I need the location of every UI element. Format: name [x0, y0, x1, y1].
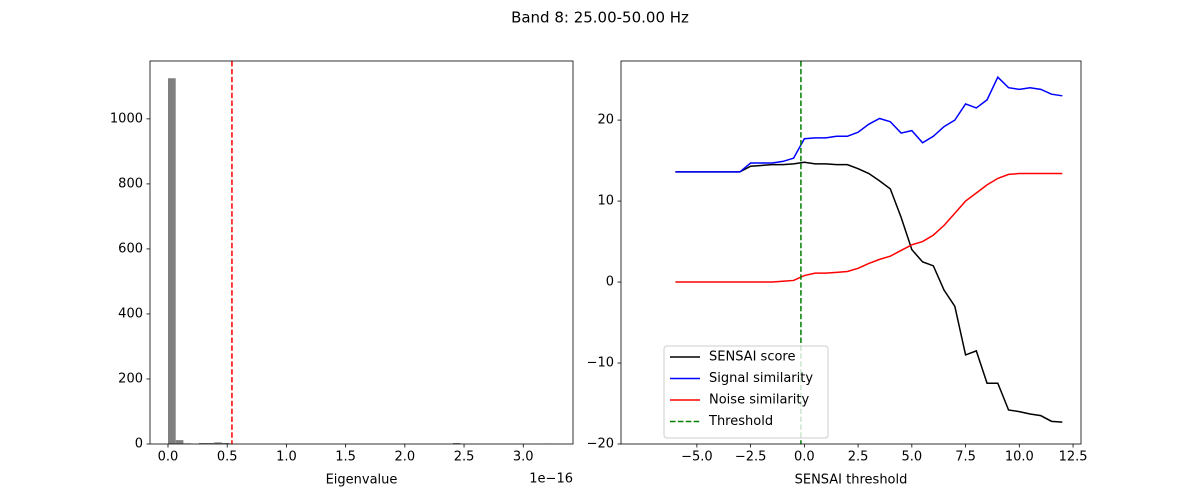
y-tick-label: 1000: [110, 111, 143, 126]
bar: [214, 442, 222, 444]
bar: [168, 78, 176, 444]
y-tick-label: 800: [118, 176, 143, 191]
bar: [198, 443, 207, 444]
x-tick-label: −5.0: [681, 450, 713, 465]
axes-frame: [149, 60, 574, 445]
x-tick-label: 0.0: [158, 450, 179, 465]
bar: [221, 443, 230, 444]
y-tick-label: 0: [606, 275, 614, 290]
legend-box: [663, 345, 829, 439]
x-offset-label: 1e−16: [529, 472, 573, 487]
x-tick-label: 12.5: [1059, 450, 1088, 465]
legend: SENSAI score Signal similarity Noise simil…: [663, 345, 829, 439]
plot-area: [675, 61, 1063, 444]
x-tick-label: 0.5: [217, 450, 238, 465]
y-tick-label: 0: [135, 437, 143, 452]
y-tick-label: −20: [587, 437, 614, 452]
x-tick-label: 0.0: [794, 450, 815, 465]
x-tick-label: 2.0: [394, 450, 415, 465]
series-line: [675, 75, 1063, 173]
x-tick-label: −2.5: [735, 450, 767, 465]
legend-label: Threshold: [708, 414, 773, 429]
x-tick-label: 5.0: [901, 450, 922, 465]
x-tick-label: 2.5: [848, 450, 869, 465]
legend-label: SENSAI score: [709, 350, 795, 365]
y-tick-label: 600: [118, 241, 143, 256]
axes-frame: [620, 60, 1082, 445]
y-tick-label: 200: [118, 371, 143, 386]
legend-label: Signal similarity: [709, 371, 813, 386]
y-tick-label: 400: [118, 306, 143, 321]
x-tick-label: 7.5: [955, 450, 976, 465]
x-tick-label: 2.5: [454, 450, 475, 465]
x-tick-label: 1.5: [335, 450, 356, 465]
x-tick-label: 10.0: [1005, 450, 1034, 465]
x-tick-label: 3.0: [513, 450, 534, 465]
bar: [452, 443, 461, 444]
x-axis-label: Eigenvalue: [326, 473, 398, 488]
y-tick-label: 20: [597, 113, 614, 128]
bar: [175, 440, 184, 444]
x-axis-label: SENSAI threshold: [795, 473, 908, 488]
plot-area: [168, 61, 553, 444]
legend-label: Noise similarity: [709, 393, 809, 408]
bar: [206, 443, 215, 444]
x-tick-label: 1.0: [276, 450, 297, 465]
figure-title: Band 8: 25.00-50.00 Hz: [511, 9, 689, 27]
series-line: [675, 172, 1063, 283]
y-tick-label: 10: [597, 194, 614, 209]
y-tick-label: −10: [587, 356, 614, 371]
